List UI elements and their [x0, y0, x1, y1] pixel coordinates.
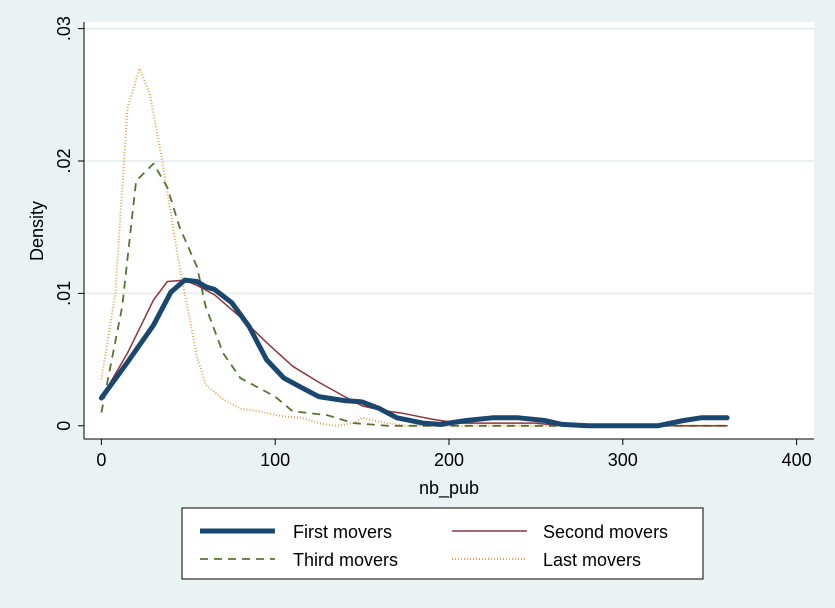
x-ticks: 0 100 200 300 400 [96, 439, 812, 470]
legend-label-third-movers: Third movers [293, 550, 398, 570]
series-line-first-movers [98, 277, 730, 429]
legend-label-last-movers: Last movers [543, 550, 641, 570]
x-tick-label: 300 [608, 450, 638, 470]
y-tick-label: .01 [54, 281, 74, 306]
x-tick-label: 400 [782, 450, 812, 470]
x-axis-label: nb_pub [419, 478, 479, 499]
legend-label-first-movers: First movers [293, 522, 392, 542]
gridlines [84, 27, 814, 295]
y-tick-label: 0 [54, 421, 74, 431]
legend: First movers Second movers Third movers … [181, 507, 704, 580]
y-ticks: 0 .01 .02 .03 [54, 16, 84, 431]
series-line-second-movers [100, 279, 728, 427]
x-tick-label: 200 [434, 450, 464, 470]
y-tick-label: .02 [54, 148, 74, 173]
x-tick-label: 0 [96, 450, 106, 470]
legend-label-second-movers: Second movers [543, 522, 668, 542]
series-layer [98, 67, 730, 429]
y-tick-label: .03 [54, 16, 74, 41]
x-tick-label: 100 [260, 450, 290, 470]
legend-box [181, 507, 704, 580]
series-line-last-movers [100, 67, 728, 427]
y-axis-label: Density [27, 201, 47, 261]
plot-area [84, 22, 814, 439]
